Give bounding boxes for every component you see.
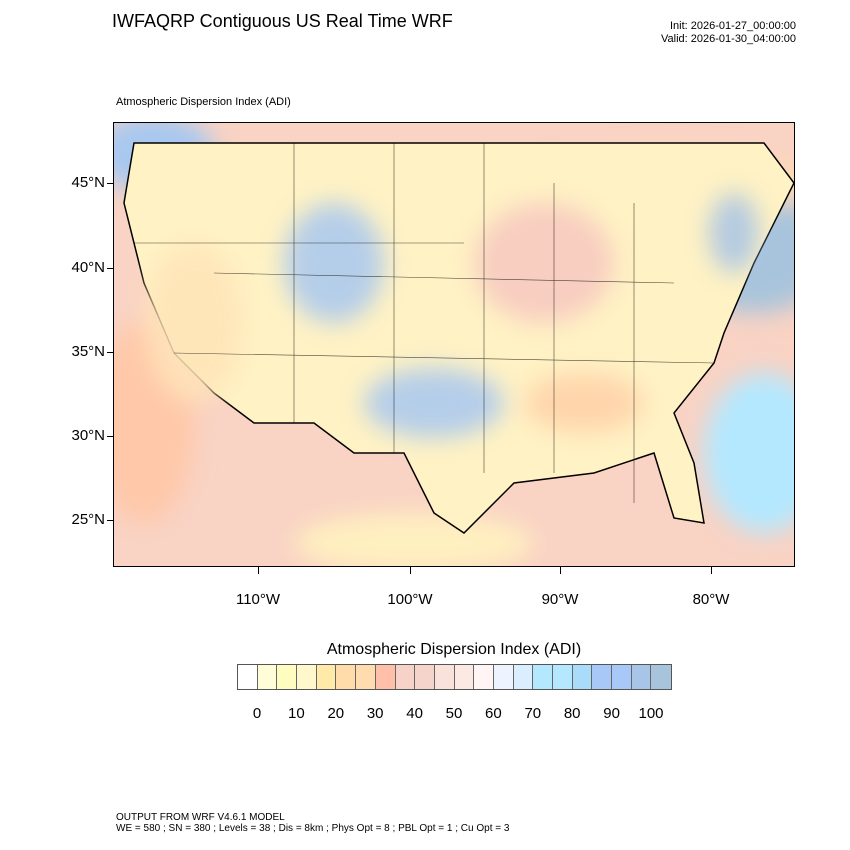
lat-label: 45°N [71, 174, 105, 191]
lon-label: 100°W [387, 591, 433, 608]
colorbar-box [257, 665, 278, 689]
colorbar-label: 100 [638, 705, 664, 722]
colorbar-label: 70 [524, 705, 542, 722]
colorbar-box [553, 665, 573, 689]
lat-label: 40°N [71, 259, 105, 276]
colorbar-box [415, 665, 435, 689]
colorbar [237, 664, 673, 690]
lat-label: 30°N [71, 427, 105, 444]
colorbar-label: 80 [563, 705, 581, 722]
lon-tick [560, 567, 561, 574]
colorbar-label: 10 [288, 705, 305, 722]
lon-tick [410, 567, 411, 574]
footer-line-2: WE = 580 ; SN = 380 ; Levels = 38 ; Dis … [116, 823, 510, 834]
lat-tick [107, 520, 113, 521]
colorbar-box [375, 665, 396, 689]
state-borders [134, 143, 715, 503]
lon-label: 110°W [235, 591, 281, 608]
colorbar-box [631, 665, 652, 689]
colorbar-label: 60 [485, 705, 502, 722]
colorbar-label: 90 [603, 705, 620, 722]
colorbar-box [513, 665, 534, 689]
lat-label: 35°N [71, 343, 105, 360]
colorbar-title: Atmospheric Dispersion Index (ADI) [326, 641, 582, 658]
plot-title: IWFAQRP Contiguous US Real Time WRF [112, 11, 453, 31]
colorbar-box [493, 665, 514, 689]
colorbar-box [592, 665, 613, 689]
colorbar-box [434, 665, 455, 689]
footer-line-1: OUTPUT FROM WRF V4.6.1 MODEL [116, 812, 285, 823]
adi-map [114, 123, 794, 566]
colorbar-box [454, 665, 475, 689]
lon-tick [258, 567, 259, 574]
lat-tick [107, 183, 113, 184]
colorbar-box [336, 665, 357, 689]
colorbar-box [356, 665, 376, 689]
colorbar-box [395, 665, 416, 689]
colorbar-label: 40 [406, 705, 423, 722]
lat-tick [107, 436, 113, 437]
colorbar-label: 30 [366, 705, 384, 722]
colorbar-box [297, 665, 317, 689]
colorbar-box [316, 665, 337, 689]
valid-time: Valid: 2026-01-30_04:00:00 [661, 33, 796, 45]
lon-label: 80°W [692, 591, 730, 608]
lat-tick [107, 352, 113, 353]
colorbar-label: 50 [445, 705, 463, 722]
colorbar-box [533, 665, 553, 689]
colorbar-label: 0 [252, 705, 262, 722]
lat-label: 25°N [71, 511, 105, 528]
colorbar-box [612, 665, 632, 689]
colorbar-box [474, 665, 494, 689]
lon-tick [711, 567, 712, 574]
run-times: Init: 2026-01-27_00:00:00 Valid: 2026-01… [661, 20, 796, 46]
model-footer: OUTPUT FROM WRF V4.6.1 MODEL WE = 580 ; … [116, 812, 509, 834]
colorbar-box [572, 665, 593, 689]
lon-label: 90°W [541, 591, 579, 608]
field-label: Atmospheric Dispersion Index (ADI) [116, 96, 291, 108]
colorbar-box [277, 665, 298, 689]
colorbar-box [238, 665, 258, 689]
map-panel [113, 122, 795, 567]
colorbar-label: 20 [327, 705, 345, 722]
colorbar-box [651, 665, 672, 689]
lat-tick [107, 268, 113, 269]
init-time: Init: 2026-01-27_00:00:00 [670, 20, 796, 32]
